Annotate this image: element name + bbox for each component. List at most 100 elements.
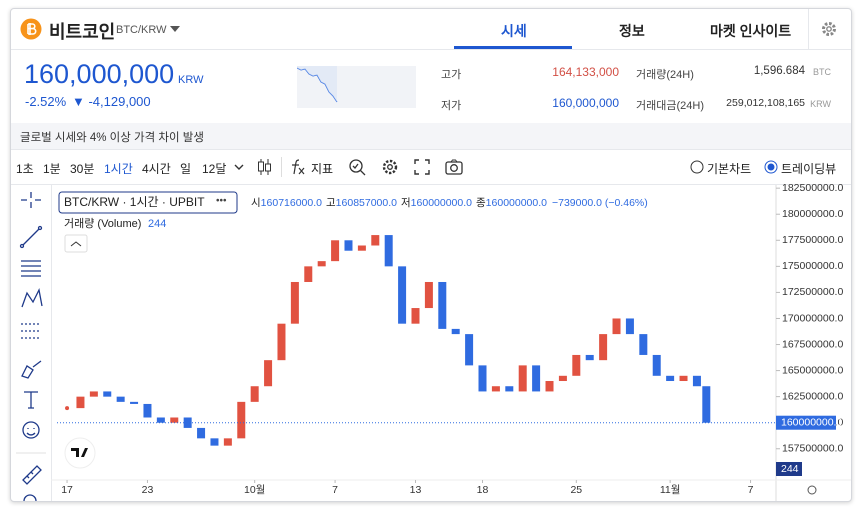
compare-icon[interactable] [348, 158, 366, 176]
stat-label: 저가 [441, 100, 462, 112]
candle-body [264, 360, 273, 387]
interval[interactable]: 1초 [16, 162, 34, 176]
interval[interactable]: 일 [180, 162, 192, 176]
indicator-button[interactable]: 지표 [311, 162, 334, 176]
interval[interactable]: 30분 [70, 162, 95, 176]
candle-body [197, 427, 206, 439]
price-unit: KRW [178, 74, 204, 86]
icon-tool[interactable] [22, 421, 40, 439]
trendline-tool[interactable] [21, 227, 41, 247]
candle-body [424, 281, 433, 309]
tab[interactable]: 마켓 인사이트 [710, 23, 792, 39]
fullscreen-icon[interactable] [414, 159, 430, 175]
ohlc-label: 시 [251, 197, 261, 209]
tab[interactable]: 시세 [501, 23, 527, 39]
pair-dropdown[interactable] [169, 25, 181, 33]
candle-body [572, 354, 581, 376]
ohlc-label: 저 [401, 197, 411, 209]
fx-icon[interactable] [290, 158, 306, 176]
chart-mode[interactable]: 트레이딩뷰 [781, 162, 837, 176]
divider [281, 157, 282, 177]
candle-body [76, 396, 85, 409]
candle-body [625, 318, 634, 335]
ruler-tool[interactable] [22, 465, 42, 485]
y-tick-label: 157500000.0 [782, 443, 843, 455]
ohlc-label: 고 [326, 197, 336, 209]
fib-tool[interactable] [21, 260, 41, 277]
candle-body [290, 281, 299, 324]
candle-body [612, 318, 621, 335]
candle-body [384, 235, 393, 267]
interval-selected[interactable]: 1시간 [104, 162, 133, 176]
divider [11, 184, 851, 185]
y-tick-label: 182500000.0 [782, 182, 843, 194]
screenshot-icon[interactable] [445, 159, 463, 175]
brush-tool[interactable] [21, 360, 42, 379]
candles [65, 235, 711, 446]
text-tool[interactable] [24, 391, 38, 409]
price-tag: 160000000.0 [781, 416, 842, 428]
candle-body [532, 365, 541, 392]
settings-icon[interactable] [821, 21, 837, 37]
candle-body [518, 365, 527, 392]
x-tick-label: 17 [61, 484, 73, 496]
y-tick-label: 165000000.0 [782, 364, 843, 376]
y-tick-label: 162500000.0 [782, 390, 843, 402]
stat-label: 거래량(24H) [636, 69, 694, 81]
candle-body [652, 354, 661, 376]
interval[interactable]: 1분 [43, 162, 61, 176]
candle-body [210, 438, 219, 446]
candle-body [357, 245, 366, 251]
x-tick-label: 25 [570, 484, 582, 496]
app-window: 비트코인 BTC/KRW 시세 정보 마켓 인사이트 160,000,000 K… [10, 8, 852, 502]
candle-type-icon[interactable] [257, 158, 273, 176]
candle-body [170, 417, 179, 423]
stat-label: 고가 [441, 69, 462, 81]
ohlc-value: 160716000.0 [261, 197, 322, 209]
price-tag-bg [776, 415, 836, 430]
zoom-tool[interactable] [23, 494, 37, 501]
reset-icon [807, 485, 817, 495]
tab[interactable]: 정보 [619, 23, 645, 39]
interval-dropdown[interactable] [233, 163, 245, 171]
current-price: 160,000,000 [24, 59, 175, 89]
price-chart: 157500000.0 160000000.0 162500000.0 1650000… [51, 182, 851, 501]
collapse-button[interactable] [64, 234, 88, 253]
legend-ohlc: 시160716000.0 고160857000.0 저160000000.0 종160… [251, 197, 648, 209]
candle-body [371, 235, 380, 246]
divider [11, 149, 851, 150]
candle-body [702, 386, 711, 423]
radio[interactable] [690, 160, 704, 174]
candle-body [451, 328, 460, 335]
candle-body [116, 396, 125, 402]
candle-body [692, 375, 701, 387]
coin-name: 비트코인 [49, 22, 116, 42]
volume-label: 거래량 (Volume) [64, 217, 141, 230]
crosshair-tool[interactable] [21, 192, 41, 208]
y-tick-label: 177500000.0 [782, 234, 843, 246]
legend-more: ••• [216, 196, 227, 207]
settings-icon[interactable] [381, 158, 399, 176]
volume-tag-bg [776, 462, 802, 476]
interval[interactable]: 12달 [202, 162, 227, 176]
candle-body [103, 391, 112, 397]
divider [11, 49, 851, 50]
tv-logo-mark [71, 448, 88, 457]
candle-body [679, 375, 688, 382]
chart-mode[interactable]: 기본차트 [707, 162, 752, 176]
y-tick-label: 170000000.0 [782, 312, 843, 324]
candle-body [505, 386, 514, 392]
legend-symbol: BTC/KRW · 1시간 · UPBIT [64, 195, 205, 209]
y-tick-label: 180000000.0 [782, 208, 843, 220]
pattern-tool[interactable] [21, 287, 43, 308]
candle-body [89, 391, 98, 397]
divider [51, 185, 52, 501]
projection-tool[interactable] [21, 323, 41, 339]
candle-body [478, 365, 487, 392]
radio-selected[interactable] [764, 160, 778, 174]
x-tick-label: 7 [748, 484, 754, 496]
candle-body [183, 417, 192, 428]
candle-body [666, 375, 675, 382]
x-tick-label: 23 [142, 484, 154, 496]
interval[interactable]: 4시간 [142, 162, 171, 176]
